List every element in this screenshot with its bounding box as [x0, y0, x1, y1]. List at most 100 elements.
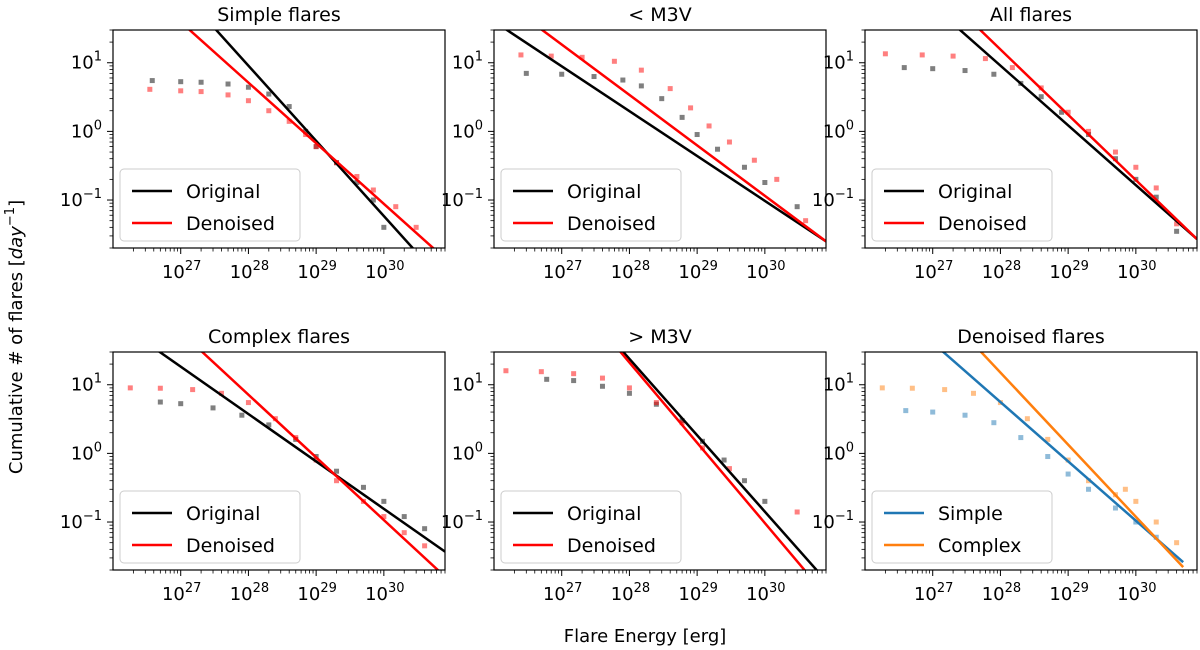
- x-tick-label: 1030: [1117, 259, 1156, 283]
- data-point-denoised: [1174, 221, 1180, 227]
- panel-title: < M3V: [628, 4, 691, 26]
- data-point-original: [794, 204, 800, 210]
- legend: Original Denoised: [119, 168, 301, 242]
- y-tick-label-exp: 0: [475, 118, 483, 133]
- data-point-original: [901, 65, 907, 71]
- data-point-original: [694, 132, 700, 138]
- data-point-denoised: [354, 174, 360, 180]
- fit-line-denoised: [187, 30, 435, 248]
- legend: Original Denoised: [119, 490, 301, 564]
- y-tick-label: 10−1: [441, 509, 483, 533]
- data-point-denoised: [266, 108, 272, 114]
- data-point-original: [559, 71, 565, 77]
- data-point-complex: [1174, 540, 1180, 546]
- x-tick-label-base: 10: [982, 584, 1005, 605]
- data-point-denoised: [518, 52, 524, 58]
- x-tick-label-base: 10: [297, 262, 320, 283]
- data-point-denoised: [726, 466, 732, 472]
- y-axis-label-unit: day: [6, 226, 27, 259]
- data-point-denoised: [225, 92, 231, 98]
- x-tick-label: 1030: [365, 581, 404, 605]
- x-tick-label: 1028: [611, 581, 650, 605]
- data-point-denoised: [370, 187, 376, 193]
- fit-line-denoised: [618, 352, 807, 570]
- data-point-original: [571, 378, 577, 384]
- x-tick-label-exp: 30: [769, 259, 786, 274]
- y-tick-label: 101: [823, 372, 854, 396]
- y-axis-label-close: ]: [6, 200, 27, 207]
- y-tick-label-exp: 0: [846, 440, 854, 455]
- x-tick-label: 1027: [914, 259, 953, 283]
- data-point-simple: [930, 409, 936, 415]
- x-tick-label-exp: 27: [185, 581, 202, 596]
- x-tick-label-exp: 28: [1005, 581, 1022, 596]
- x-tick-label-base: 10: [678, 584, 701, 605]
- data-point-simple: [991, 420, 997, 426]
- y-tick-label-exp: 1: [94, 50, 102, 65]
- fit-line-original: [958, 30, 1197, 240]
- data-point-original: [370, 197, 376, 203]
- data-point-denoised: [286, 118, 292, 124]
- x-tick-label-base: 10: [162, 584, 185, 605]
- data-point-complex: [1045, 436, 1051, 442]
- legend-label-original: Original: [186, 503, 260, 525]
- data-point-complex: [1024, 416, 1030, 422]
- y-tick-label-exp: 0: [94, 118, 102, 133]
- data-point-denoised: [178, 88, 184, 94]
- data-point-denoised: [1009, 65, 1015, 71]
- y-tick-label: 10−1: [441, 187, 483, 211]
- panel-title: Denoised flares: [957, 326, 1105, 348]
- y-tick-label-base: 10: [823, 53, 846, 74]
- y-tick-label: 100: [71, 118, 102, 142]
- data-point-original: [225, 81, 231, 87]
- y-tick-label: 101: [452, 372, 483, 396]
- x-axis-label: Flare Energy [erg]: [564, 626, 727, 647]
- x-tick-label-exp: 30: [1140, 581, 1157, 596]
- x-tick-label-exp: 30: [388, 581, 405, 596]
- data-point-denoised: [245, 400, 251, 406]
- data-point-original: [286, 104, 292, 110]
- x-tick-label-exp: 29: [320, 259, 337, 274]
- data-point-original: [741, 478, 747, 484]
- data-point-simple: [1086, 486, 1092, 492]
- x-tick-label-exp: 29: [701, 581, 718, 596]
- data-point-simple: [1045, 454, 1051, 460]
- data-point-original: [381, 498, 387, 504]
- y-tick-label-exp: −1: [464, 509, 483, 524]
- data-point-denoised: [751, 157, 757, 163]
- y-tick-label: 100: [452, 440, 483, 464]
- data-point-denoised: [1065, 109, 1071, 115]
- x-tick-label-exp: 29: [1072, 259, 1089, 274]
- fit-line-denoised: [540, 30, 826, 243]
- data-point-denoised: [579, 54, 585, 60]
- x-tick-label: 1028: [982, 581, 1021, 605]
- y-tick-label-base: 10: [441, 190, 464, 211]
- data-point-denoised: [127, 385, 133, 391]
- legend: Original Denoised: [500, 490, 682, 564]
- y-tick-label: 100: [823, 440, 854, 464]
- y-tick-label-base: 10: [441, 512, 464, 533]
- x-tick-label-exp: 30: [1140, 259, 1157, 274]
- data-point-original: [178, 79, 184, 85]
- data-point-denoised: [950, 53, 956, 59]
- x-tick-label: 1029: [1049, 581, 1088, 605]
- plot-area: [503, 352, 819, 570]
- legend-label-denoised: Denoised: [567, 213, 656, 235]
- y-tick-label-base: 10: [823, 443, 846, 464]
- y-tick-label-base: 10: [823, 375, 846, 396]
- data-point-original: [991, 71, 997, 77]
- data-point-original: [659, 96, 665, 102]
- x-tick-label-base: 10: [611, 262, 634, 283]
- data-point-original: [715, 146, 721, 152]
- y-tick-label-base: 10: [71, 53, 94, 74]
- axes-frame: [112, 29, 446, 249]
- x-tick-label: 1030: [365, 259, 404, 283]
- data-point-original: [721, 457, 727, 463]
- x-tick-label: 1029: [678, 581, 717, 605]
- x-tick-label-base: 10: [297, 584, 320, 605]
- y-tick-label-exp: −1: [83, 509, 102, 524]
- data-point-complex: [1153, 519, 1159, 525]
- x-tick-label-base: 10: [1117, 584, 1140, 605]
